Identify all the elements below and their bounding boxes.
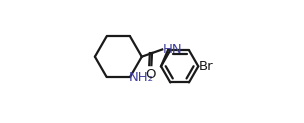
Text: HN: HN [163, 43, 182, 56]
Text: Br: Br [199, 60, 214, 73]
Text: NH₂: NH₂ [129, 70, 154, 84]
Text: O: O [146, 68, 156, 81]
